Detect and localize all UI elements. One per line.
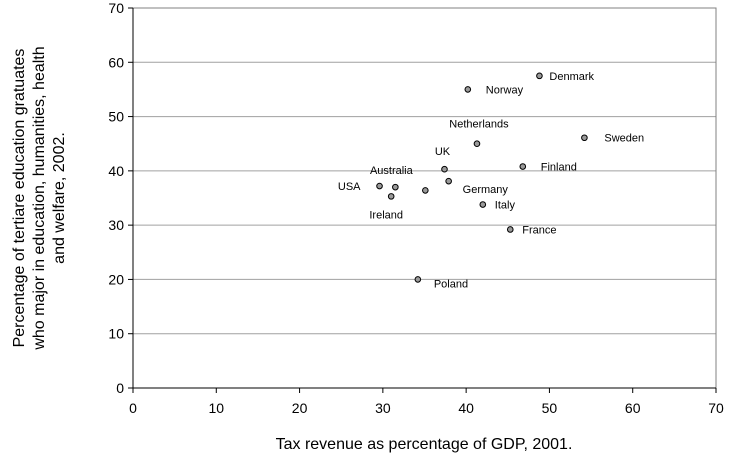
y-tick-label: 70 bbox=[108, 0, 124, 16]
x-tick-label: 40 bbox=[458, 400, 474, 416]
x-tick-label: 30 bbox=[375, 400, 391, 416]
tick-labels: 0 10 20 30 40 50 60 70 0 10 20 30 40 50 60 70 bbox=[108, 0, 724, 416]
data-point-sweden bbox=[581, 134, 588, 142]
point-label-australia: Australia bbox=[370, 165, 414, 177]
point-label-finland: Finland bbox=[541, 162, 577, 174]
y-tick-label: 50 bbox=[108, 109, 124, 125]
plot-frame bbox=[132, 7, 717, 389]
point-label-germany: Germany bbox=[463, 184, 509, 196]
point-label-uk: UK bbox=[435, 146, 451, 158]
y-axis-title: Percentage of tertiare education gratuat… bbox=[11, 46, 68, 350]
data-point-denmark bbox=[536, 72, 543, 80]
y-tick-label: 10 bbox=[108, 326, 124, 342]
data-point-poland bbox=[414, 276, 422, 283]
data-point-uk bbox=[441, 165, 448, 173]
point-label-norway: Norway bbox=[486, 84, 524, 96]
point-labels: Denmark Norway Sweden Netherlands Finland UK G… bbox=[338, 71, 644, 291]
y-tick-label: 60 bbox=[108, 54, 124, 70]
point-label-france: France bbox=[522, 224, 556, 236]
point-label-denmark: Denmark bbox=[549, 71, 594, 83]
point-label-netherlands: Netherlands bbox=[449, 119, 509, 131]
y-axis-title-line: Percentage of tertiare education gratuat… bbox=[11, 49, 28, 348]
x-tick-label: 0 bbox=[129, 400, 137, 416]
x-tick-label: 10 bbox=[208, 400, 224, 416]
data-point-ireland bbox=[387, 193, 395, 200]
data-point-germany bbox=[445, 177, 452, 185]
gridlines bbox=[133, 61, 716, 335]
point-label-italy: Italy bbox=[495, 200, 516, 212]
data-point-finland bbox=[519, 163, 527, 170]
data-point-france bbox=[506, 226, 514, 233]
y-tick-label: 30 bbox=[108, 217, 124, 233]
x-tick-label: 60 bbox=[625, 400, 641, 416]
y-tick-label: 20 bbox=[108, 271, 124, 287]
data-point-unlabeled bbox=[422, 187, 429, 194]
x-tick-label: 70 bbox=[708, 400, 724, 416]
data-point-australia bbox=[392, 183, 399, 191]
point-label-sweden: Sweden bbox=[604, 133, 644, 145]
x-tick-label: 20 bbox=[292, 400, 308, 416]
x-axis-title: Tax revenue as percentage of GDP, 2001. bbox=[276, 436, 573, 453]
y-axis-title-line: who major in education, humanities, heal… bbox=[31, 46, 48, 350]
data-points bbox=[376, 72, 588, 283]
data-point-netherlands bbox=[473, 140, 481, 148]
data-point-italy bbox=[479, 201, 487, 208]
point-label-ireland: Ireland bbox=[369, 209, 403, 221]
data-point-norway bbox=[464, 86, 472, 93]
axes bbox=[128, 7, 717, 393]
y-tick-label: 0 bbox=[116, 380, 124, 396]
data-point-usa bbox=[376, 182, 383, 190]
y-tick-label: 40 bbox=[108, 163, 124, 179]
x-tick-label: 50 bbox=[542, 400, 558, 416]
point-label-usa: USA bbox=[338, 181, 361, 193]
point-label-poland: Poland bbox=[434, 278, 468, 290]
y-axis-title-line: and welfare, 2002. bbox=[51, 132, 68, 264]
